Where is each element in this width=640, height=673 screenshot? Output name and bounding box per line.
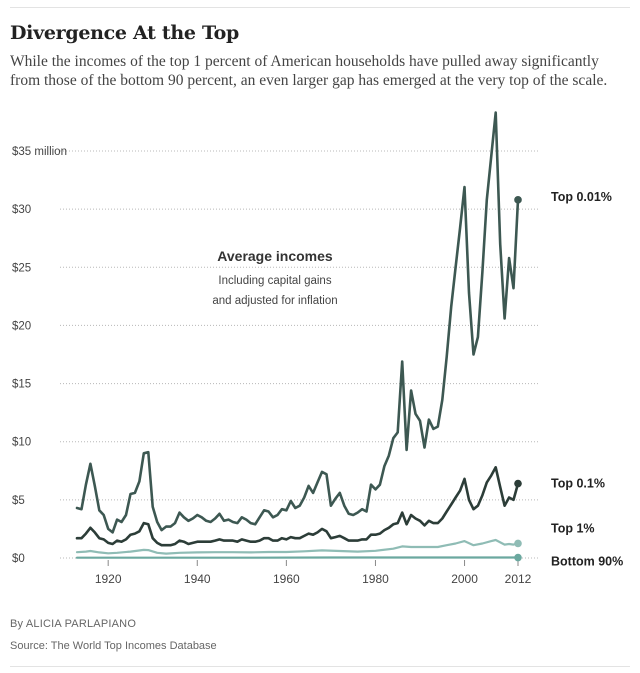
label-layer: $0 $5 $10 $15 $20 $25 $30 $35 million 1920 1940 19… xyxy=(12,146,623,586)
series-label: Top 0.1% xyxy=(551,477,605,491)
x-tick-label: 2000 xyxy=(451,572,478,586)
series-end-dot xyxy=(514,553,522,562)
x-tick-label: 1980 xyxy=(362,572,389,586)
byline: By ALICIA PARLAPIANO xyxy=(10,618,137,630)
series-line xyxy=(75,538,520,555)
annotation-line-1: Including capital gains xyxy=(218,275,331,287)
chart-title: Divergence At the Top xyxy=(10,22,240,44)
series-label: Top 0.01% xyxy=(551,190,612,204)
y-tick-label: $25 xyxy=(12,262,31,274)
y-tick-label: $35 million xyxy=(12,146,67,158)
y-tick-label: $15 xyxy=(12,379,31,391)
series-line xyxy=(75,466,520,547)
chart-subtitle: While the incomes of the top 1 percent o… xyxy=(10,53,608,89)
series-end-dot xyxy=(514,479,522,488)
series-label: Top 1% xyxy=(551,521,595,535)
x-tick-label: 1940 xyxy=(184,572,211,586)
y-tick-label: $0 xyxy=(12,553,25,565)
x-tick-label: 2012 xyxy=(505,572,532,586)
annotation-line-2: and adjusted for inflation xyxy=(212,295,337,307)
y-tick-label: $5 xyxy=(12,495,25,507)
series-label: Bottom 90% xyxy=(551,555,623,569)
annotation-title: Average incomes xyxy=(217,248,333,264)
x-tick-label: 1960 xyxy=(273,572,300,586)
series-line xyxy=(75,111,520,534)
top-rule xyxy=(10,7,630,8)
bottom-rule xyxy=(10,666,630,667)
y-tick-label: $30 xyxy=(12,204,31,216)
series-end-dot xyxy=(514,539,522,548)
series-layer xyxy=(75,111,522,562)
y-tick-label: $10 xyxy=(12,437,31,449)
line-chart: $0 $5 $10 $15 $20 $25 $30 $35 million 1920 1940 19… xyxy=(12,111,623,586)
x-tick-label: 1920 xyxy=(95,572,122,586)
source-note: Source: The World Top Incomes Database xyxy=(10,640,217,652)
series-end-dot xyxy=(514,196,522,204)
y-tick-label: $20 xyxy=(12,320,31,332)
